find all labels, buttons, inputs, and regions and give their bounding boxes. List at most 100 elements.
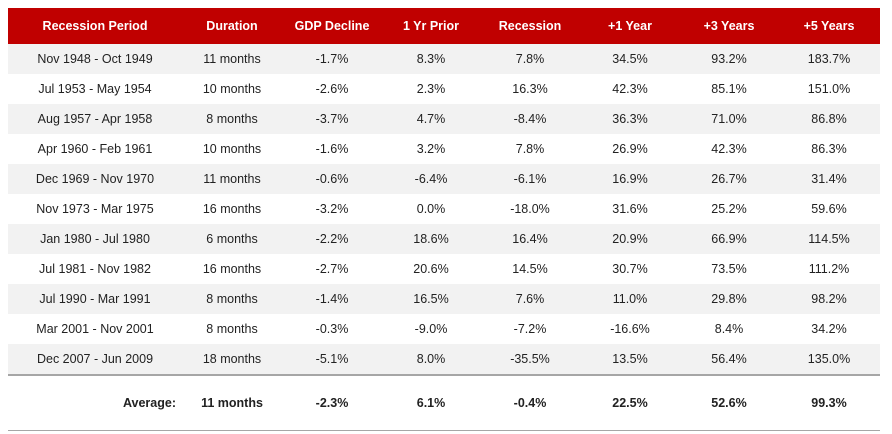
table-cell: 8.3% [382,44,480,74]
table-cell: 71.0% [680,104,778,134]
table-cell: -1.4% [282,284,382,314]
table-cell: 16 months [202,202,262,216]
table-cell: 114.5% [778,224,880,254]
table-cell: 30.7% [612,262,648,276]
table-cell: 8 months [206,322,258,336]
table-body: Nov 1948 - Oct 1949 11 months -1.7% 8.3% 7.8… [8,44,880,431]
average-row: Average: 11 months -2.3% 6.1% -0.4% 22.5% 52.6… [8,374,880,431]
table-row: Apr 1960 - Feb 1961 10 months -1.6% 3.2% 7.8… [8,134,880,164]
table-cell: 151.0% [807,82,851,96]
table-cell: Nov 1973 - Mar 1975 [36,202,154,216]
table-cell: 42.3% [711,142,747,156]
table-cell: 11 months [182,164,282,194]
table-row: Jan 1980 - Jul 1980 6 months -2.2% 18.6% 16.… [8,224,880,254]
table-cell: 6 months [182,224,282,254]
table-cell: 59.6% [811,202,847,216]
table-cell: -9.0% [414,322,448,336]
table-cell: 16.9% [580,164,680,194]
table-cell: 73.5% [711,262,747,276]
table-cell: 8.4% [714,322,744,336]
header-cell: GDP Decline [282,8,382,44]
table-cell: 26.9% [612,142,648,156]
table-row: Jul 1981 - Nov 1982 16 months -2.7% 20.6% 14… [8,254,880,284]
table-cell: 16.5% [382,284,480,314]
table-cell: -8.4% [480,104,580,134]
table-cell: -0.6% [282,164,382,194]
table-cell: -5.1% [282,344,382,375]
recession-table: Recession Period Duration GDP Decline 1 Yr … [8,8,880,431]
table-cell: -16.6% [610,322,650,336]
table-cell: 4.7% [382,104,480,134]
header-cell: +1 Year [580,8,680,44]
table-cell: Apr 1960 - Feb 1961 [37,142,153,156]
average-cell: 6.1% [382,374,480,431]
header-cell: Recession Period [8,8,182,44]
table-cell: 34.2% [811,322,847,336]
table-row: Mar 2001 - Nov 2001 8 months -0.3% -9.0% -7.… [8,314,880,344]
table-cell: -2.2% [282,224,382,254]
table-row: Aug 1957 - Apr 1958 8 months -3.7% 4.7% -8.4… [8,104,880,134]
table-cell: 85.1% [711,82,747,96]
table-cell: 25.2% [711,202,747,216]
table-cell: 16.3% [512,82,548,96]
table-cell: -2.7% [315,262,349,276]
average-cell: -2.3% [282,374,382,431]
table-cell: 2.3% [416,82,446,96]
table-cell: 0.0% [416,202,446,216]
table-cell: 3.2% [416,142,446,156]
table-cell: 18.6% [382,224,480,254]
average-cell: 99.3% [778,374,880,431]
table-cell: 34.5% [580,44,680,74]
table-cell: Dec 2007 - Jun 2009 [8,344,182,375]
table-cell: Jul 1953 - May 1954 [38,82,152,96]
table-cell: 16 months [202,262,262,276]
header-cell: Duration [182,8,282,44]
table-cell: 13.5% [580,344,680,375]
table-cell: -3.2% [315,202,349,216]
table-cell: 7.8% [515,142,545,156]
table-cell: Jul 1981 - Nov 1982 [39,262,151,276]
table-row: Dec 1969 - Nov 1970 11 months -0.6% -6.4% -6… [8,164,880,194]
table-cell: -2.6% [315,82,349,96]
table-cell: Nov 1948 - Oct 1949 [8,44,182,74]
table-cell: 16.4% [480,224,580,254]
header-row: Recession Period Duration GDP Decline 1 Yr … [8,8,880,44]
table-cell: -35.5% [480,344,580,375]
header-cell: 1 Yr Prior [382,8,480,44]
table-cell: 26.7% [680,164,778,194]
table-cell: 14.5% [512,262,548,276]
table-cell: Aug 1957 - Apr 1958 [8,104,182,134]
table-cell: -0.3% [315,322,349,336]
table-cell: 20.6% [413,262,449,276]
table-cell: 36.3% [580,104,680,134]
table-row: Jul 1990 - Mar 1991 8 months -1.4% 16.5% 7.6… [8,284,880,314]
table-cell: 86.3% [811,142,847,156]
table-cell: 7.8% [480,44,580,74]
table-cell: 8 months [182,104,282,134]
table-cell: -6.1% [480,164,580,194]
table-cell: -1.7% [282,44,382,74]
table-row: Jul 1953 - May 1954 10 months -2.6% 2.3% 16.… [8,74,880,104]
average-cell: -0.4% [480,374,580,431]
table-header: Recession Period Duration GDP Decline 1 Yr … [8,8,880,44]
table-cell: 10 months [202,142,262,156]
table-row: Nov 1973 - Mar 1975 16 months -3.2% 0.0% -18… [8,194,880,224]
table-cell: 11.0% [580,284,680,314]
table-cell: -3.7% [282,104,382,134]
table-cell: -7.2% [513,322,547,336]
header-cell: +5 Years [778,8,880,44]
table-cell: 8.0% [382,344,480,375]
table-cell: -1.6% [315,142,349,156]
table-row: Dec 2007 - Jun 2009 18 months -5.1% 8.0% -35… [8,344,880,375]
table-cell: 29.8% [680,284,778,314]
table-cell: 18 months [182,344,282,375]
table-cell: 86.8% [778,104,880,134]
table-cell: 10 months [202,82,262,96]
table-cell: Dec 1969 - Nov 1970 [8,164,182,194]
table-cell: 31.4% [778,164,880,194]
table-cell: 135.0% [778,344,880,375]
table-cell: 7.6% [480,284,580,314]
table-cell: 42.3% [612,82,648,96]
table-cell: 93.2% [680,44,778,74]
